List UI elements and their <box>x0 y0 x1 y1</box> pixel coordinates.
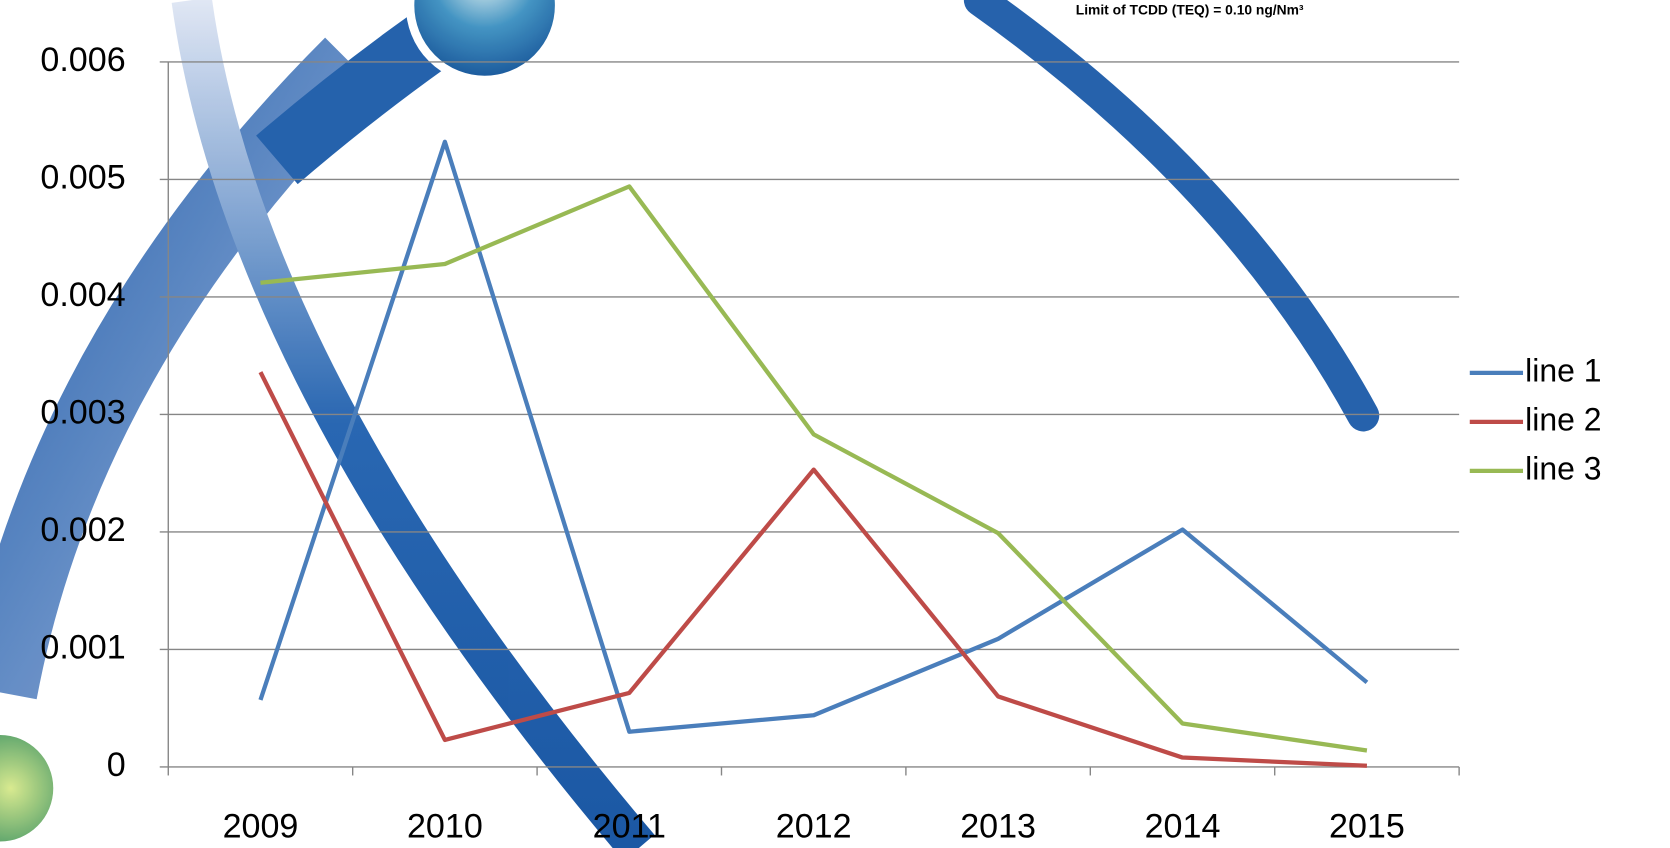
decoration <box>0 0 1363 848</box>
x-tick-label: 2012 <box>776 808 852 846</box>
page: Limit of TCDD (TEQ) = 0.10 ng/Nm³ 0 0.001… <box>0 0 1670 848</box>
annotation: Limit of TCDD (TEQ) = 0.10 ng/Nm³ <box>1076 1 1304 17</box>
y-tick-label: 0.006 <box>40 41 125 79</box>
x-tick-label: 2010 <box>407 808 483 846</box>
x-tick-label: 2015 <box>1329 808 1405 846</box>
y-tick-label: 0 <box>107 746 126 784</box>
x-tick-label: 2011 <box>593 808 666 846</box>
y-tick-label: 0.001 <box>40 628 125 666</box>
legend-label: line 1 <box>1525 352 1601 388</box>
legend-label: line 2 <box>1525 401 1601 437</box>
x-tick-label: 2014 <box>1145 808 1221 846</box>
legend-label: line 3 <box>1525 450 1601 486</box>
y-tick-label: 0.002 <box>40 511 125 549</box>
chart: Limit of TCDD (TEQ) = 0.10 ng/Nm³ 0 0.001… <box>0 0 1670 848</box>
y-tick-label: 0.003 <box>40 393 125 431</box>
y-tick-label: 0.004 <box>40 276 125 314</box>
x-tick-label: 2013 <box>960 808 1036 846</box>
y-tick-label: 0.005 <box>40 158 125 196</box>
x-tick-label: 2009 <box>223 808 299 846</box>
